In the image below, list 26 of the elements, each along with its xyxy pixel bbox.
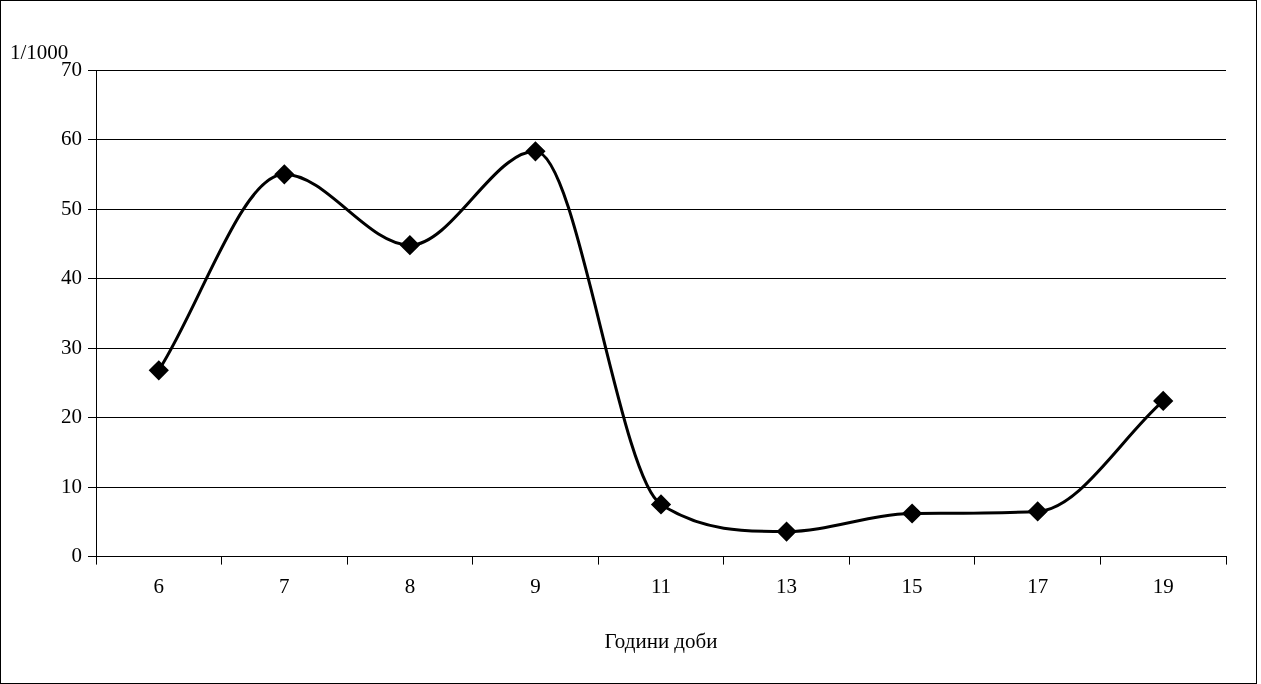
point <box>902 504 922 523</box>
x-tick-label: 11 <box>650 573 672 598</box>
point <box>149 360 169 380</box>
point <box>525 141 545 161</box>
y-tick-label: 40 <box>61 265 82 290</box>
y-tick-label: 20 <box>61 404 82 429</box>
point <box>1153 391 1173 411</box>
x-tick-label: 19 <box>1152 573 1174 598</box>
point <box>777 522 797 542</box>
y-tick-label: 50 <box>61 195 82 220</box>
point <box>651 494 671 514</box>
y-tick-label: 10 <box>61 473 82 498</box>
x-tick-label: 9 <box>530 573 541 598</box>
y-tick-label: 0 <box>71 543 82 568</box>
x-tick-label: 8 <box>404 573 416 598</box>
x-tick-label: 7 <box>279 573 290 598</box>
point <box>400 235 420 255</box>
x-tick-label: 17 <box>1027 573 1049 598</box>
y-tick-label: 30 <box>61 334 82 359</box>
x-tick-label: 6 <box>153 573 165 598</box>
x-axis-title: Години доби <box>604 628 718 653</box>
x-tick-label: 13 <box>776 573 798 598</box>
y-tick-label: 60 <box>61 126 82 151</box>
x-tick-label: 15 <box>901 573 923 598</box>
point <box>274 164 294 184</box>
point <box>1028 501 1048 521</box>
